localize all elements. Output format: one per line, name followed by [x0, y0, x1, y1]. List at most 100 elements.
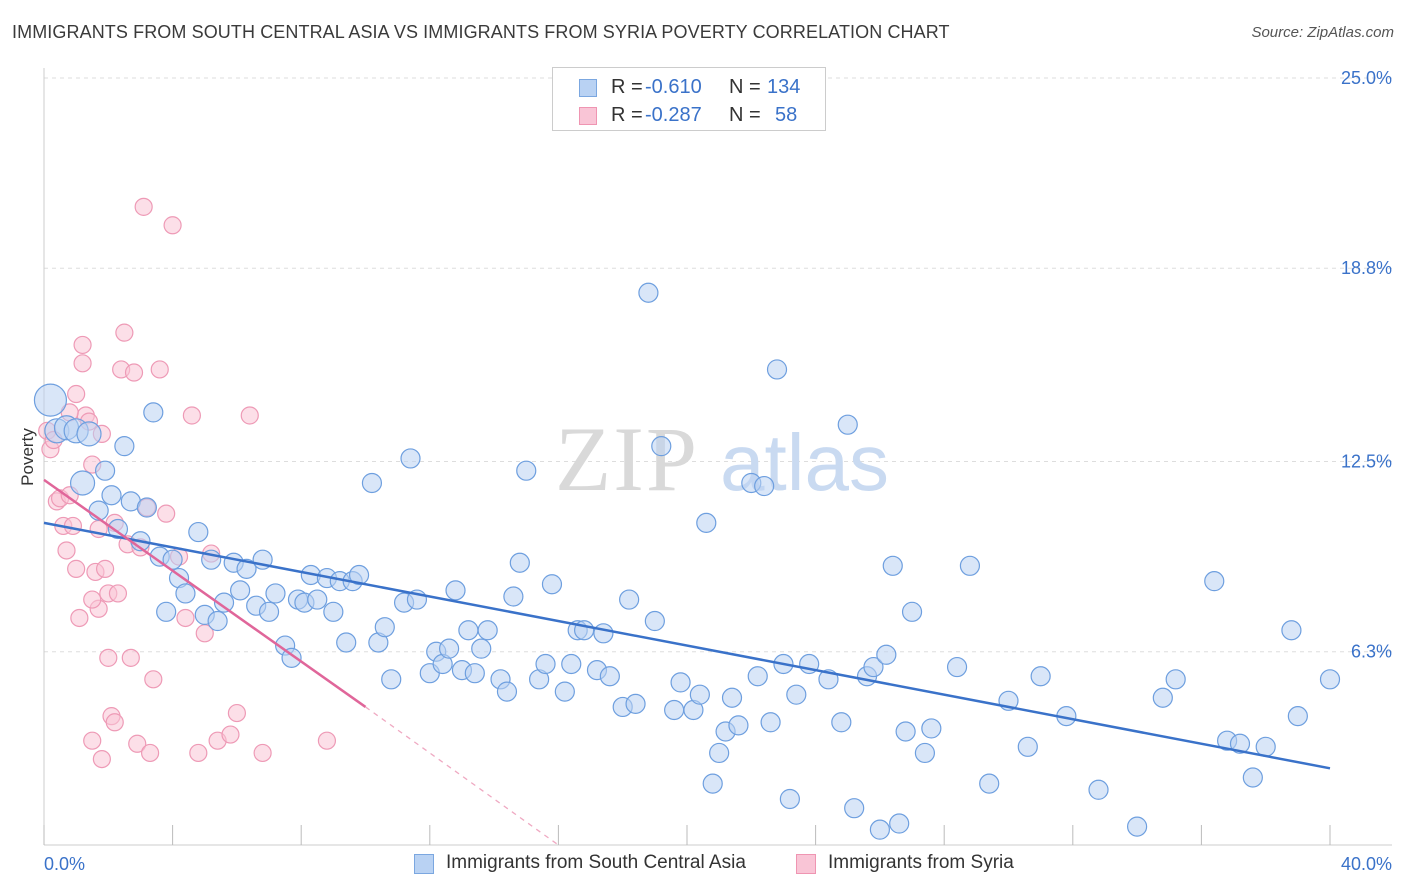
south-central-asia-point	[696, 512, 717, 533]
syria-point	[92, 749, 111, 769]
south-central-asia-point	[831, 712, 852, 733]
syria-point	[227, 703, 246, 723]
bottom-legend-label: Immigrants from South Central Asia	[446, 852, 746, 873]
south-central-asia-point	[361, 472, 383, 494]
south-central-asia-point	[721, 687, 743, 708]
south-central-asia-point	[593, 623, 614, 644]
r-label: R =	[611, 76, 643, 98]
south-central-asia-point	[979, 773, 1000, 794]
south-central-asia-point	[381, 669, 402, 690]
south-central-asia-point	[619, 589, 640, 610]
south-central-asia-point	[258, 601, 280, 622]
south-central-asia-point	[136, 497, 157, 518]
south-central-asia-point	[348, 564, 370, 586]
syria-point	[128, 734, 147, 753]
syria-point	[67, 559, 86, 578]
south-central-asia-point	[702, 773, 723, 794]
south-central-asia-point	[1255, 736, 1276, 757]
south-central-asia-point	[863, 656, 884, 678]
source-label: Source: ZipAtlas.com	[1251, 24, 1394, 41]
south-central-asia-point	[213, 592, 235, 613]
correlation-legend: R = -0.610 N = 134 R = -0.287 N = 58	[552, 67, 826, 131]
syria-point	[317, 731, 337, 750]
chart-title: IMMIGRANTS FROM SOUTH CENTRAL ASIA VS IM…	[12, 22, 950, 42]
syria-point	[95, 559, 115, 578]
syria-point	[121, 648, 140, 667]
south-central-asia-point	[265, 583, 286, 604]
syria-point	[176, 608, 195, 628]
syria-point	[70, 608, 89, 628]
south-central-asia-point	[1204, 571, 1225, 592]
south-central-asia-point	[869, 819, 891, 840]
south-central-asia-point	[1152, 687, 1173, 708]
n-label: N =	[729, 104, 761, 126]
south-central-asia-point	[541, 574, 563, 595]
trend-line-south-central-asia	[43, 521, 1331, 770]
south-central-asia-point	[236, 558, 257, 579]
south-central-asia-point	[728, 715, 749, 736]
south-central-asia-point	[503, 586, 524, 607]
south-central-asia-point	[323, 601, 344, 622]
r-label: R =	[611, 104, 643, 126]
south-central-asia-point	[625, 693, 646, 714]
south-central-asia-point	[844, 798, 865, 819]
r-value: -0.610	[645, 76, 702, 98]
south-central-asia-point	[766, 359, 788, 380]
syria-point	[144, 670, 163, 689]
syria-point	[83, 731, 102, 750]
south-central-asia-point	[1017, 736, 1038, 757]
n-value: 58	[775, 104, 798, 126]
south-central-asia-point	[516, 460, 537, 481]
south-central-asia-point	[438, 638, 460, 659]
y-tick-label: 18.8%	[1341, 258, 1392, 278]
south-central-asia-point	[895, 721, 916, 742]
bottom-legend-label: Immigrants from Syria	[828, 852, 1014, 873]
syria-point	[189, 743, 208, 763]
south-central-asia-point	[445, 580, 466, 601]
syria-point	[73, 354, 92, 373]
legend-row-south-central-asia: R = -0.610 N = 134	[553, 72, 825, 102]
south-central-asia-point	[107, 518, 129, 540]
south-central-asia-point	[689, 684, 710, 705]
south-central-asia-point	[882, 555, 903, 576]
y-tick-label: 12.5%	[1341, 452, 1392, 472]
y-tick-label: 25.0%	[1341, 68, 1392, 88]
south-central-asia-point	[599, 666, 620, 687]
trend-line-syria	[43, 478, 367, 708]
south-central-asia-point	[162, 549, 183, 570]
south-central-asia-point	[837, 414, 858, 435]
syria-point	[73, 335, 92, 355]
n-value: 134	[767, 76, 801, 98]
south-central-asia-point	[477, 620, 498, 641]
x-tick-label: 0.0%	[44, 854, 85, 874]
syria-point	[140, 743, 160, 763]
south-central-asia-point	[561, 653, 582, 675]
south-central-asia-point	[1165, 669, 1186, 690]
x-tick-label: 40.0%	[1341, 854, 1392, 874]
south-central-asia-point	[1242, 767, 1263, 788]
south-central-asia-point	[496, 681, 518, 702]
south-central-asia-point	[509, 552, 530, 573]
south-central-asia-point	[709, 742, 730, 764]
south-central-asia-point	[33, 383, 68, 417]
south-central-asia-point	[207, 610, 228, 632]
south-central-asia-point	[175, 583, 196, 604]
trend-lines	[43, 478, 1331, 846]
south-central-asia-point	[670, 672, 691, 693]
south-central-asia-point	[946, 656, 968, 678]
south-central-asia-point	[281, 647, 302, 668]
south-central-asia-point	[1030, 666, 1051, 687]
south-central-asia-point	[114, 436, 135, 457]
syria-point	[157, 504, 176, 523]
legend-row-syria: R = -0.287 N = 58	[553, 100, 825, 130]
south-central-asia-point	[901, 601, 923, 622]
bottom-legend-swatch-blue	[414, 854, 434, 874]
south-central-asia-point	[156, 601, 177, 622]
trend-line-syria-extension	[365, 706, 559, 846]
syria-point	[240, 406, 259, 425]
south-central-asia-point	[69, 470, 96, 496]
south-central-asia-point	[779, 788, 800, 810]
axes	[43, 68, 1392, 846]
south-central-asia-point	[786, 684, 807, 705]
